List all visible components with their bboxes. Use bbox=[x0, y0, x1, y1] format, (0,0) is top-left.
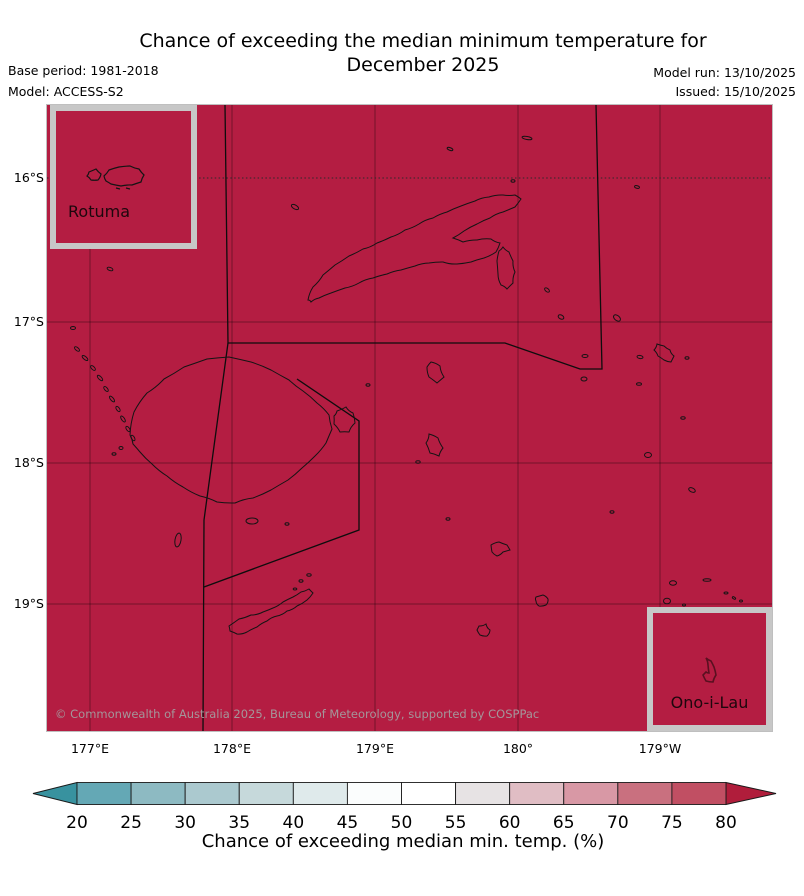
copyright-notice: © Commonwealth of Australia 2025, Bureau… bbox=[55, 707, 540, 721]
inset-rotuma: Rotuma bbox=[50, 105, 197, 249]
page-title-line2: December 2025 bbox=[346, 54, 500, 76]
lat-label-16s: 16°S bbox=[13, 170, 44, 185]
page-title-line1: Chance of exceeding the median minimum t… bbox=[139, 30, 707, 52]
model-run-label: Model run: 13/10/2025 bbox=[653, 65, 796, 80]
inset-ono-i-lau-label: Ono-i-Lau bbox=[670, 693, 749, 712]
issued-label: Issued: 15/10/2025 bbox=[675, 84, 797, 99]
colorbar-tick-60: 60 bbox=[498, 813, 521, 833]
colorbar-tick-30: 30 bbox=[174, 813, 196, 833]
colorbar-caption: Chance of exceeding median min. temp. (%… bbox=[201, 831, 605, 852]
colorbar bbox=[32, 781, 777, 806]
lon-label-180: 180° bbox=[502, 741, 534, 756]
lon-label-178e: 178°E bbox=[212, 741, 251, 756]
colorbar-tick-45: 45 bbox=[336, 813, 359, 833]
colorbar-tick-25: 25 bbox=[120, 813, 142, 833]
colorbar-tick-80: 80 bbox=[715, 813, 737, 833]
lat-label-18s: 18°S bbox=[13, 455, 44, 470]
lat-label-19s: 19°S bbox=[13, 596, 44, 611]
model-label: Model: ACCESS-S2 bbox=[8, 84, 124, 99]
colorbar-tick-20: 20 bbox=[66, 813, 88, 833]
map-canvas bbox=[47, 105, 772, 731]
inset-ono-i-lau: Ono-i-Lau bbox=[647, 607, 772, 731]
colorbar-tick-40: 40 bbox=[282, 813, 305, 833]
ono-i-lau-island-map bbox=[702, 657, 717, 683]
colorbar-tick-35: 35 bbox=[228, 813, 251, 833]
lon-label-177e: 177°E bbox=[70, 741, 109, 756]
lon-label-179w: 179°W bbox=[638, 741, 682, 756]
rotuma-island-map bbox=[86, 165, 145, 190]
colorbar-tick-65: 65 bbox=[552, 813, 575, 833]
lon-label-179e: 179°E bbox=[355, 741, 394, 756]
inset-rotuma-label: Rotuma bbox=[68, 202, 130, 221]
lat-label-17s: 17°S bbox=[13, 314, 44, 329]
colorbar-tick-55: 55 bbox=[444, 813, 467, 833]
base-period-label: Base period: 1981-2018 bbox=[8, 63, 159, 78]
colorbar-tick-75: 75 bbox=[661, 813, 683, 833]
colorbar-tick-70: 70 bbox=[607, 813, 629, 833]
colorbar-tick-50: 50 bbox=[390, 813, 413, 833]
